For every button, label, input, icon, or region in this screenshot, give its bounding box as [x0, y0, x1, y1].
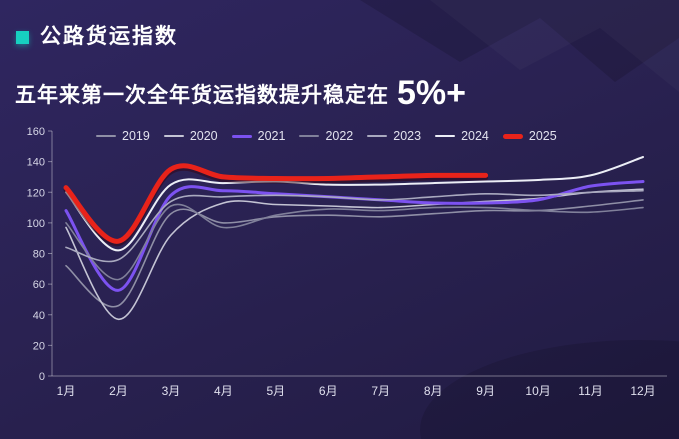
series-line-2024: [65, 156, 644, 252]
legend-marker-2021: [231, 134, 252, 138]
legend-item-2023: 2023: [367, 129, 421, 143]
y-tick-label: 60: [33, 279, 45, 291]
subtitle-highlight: 5%+: [397, 74, 466, 112]
legend-label: 2025: [528, 129, 557, 143]
x-tick-label: 6月: [319, 384, 338, 398]
page-title: 公路货运指数: [40, 25, 178, 48]
x-tick-label: 1月: [57, 384, 76, 398]
legend-label: 2022: [325, 129, 354, 143]
y-tick-label: 40: [33, 310, 45, 322]
legend-item-2024: 2024: [435, 129, 489, 143]
subtitle: 五年来第一次全年货运指数提升稳定在 5%+: [0, 50, 679, 113]
y-tick-label: 120: [27, 187, 45, 199]
legend-marker-2025: [502, 133, 523, 139]
legend-label: 2021: [257, 129, 286, 143]
x-tick-label: 10月: [525, 384, 550, 398]
series-line-2022: [65, 203, 644, 281]
title-bullet-icon: [16, 30, 29, 44]
legend-item-2021: 2021: [231, 129, 286, 143]
legend-item-2022: 2022: [299, 129, 353, 143]
series-line-2025: [63, 163, 489, 244]
y-tick-label: 160: [27, 126, 45, 138]
legend-marker-2020: [163, 135, 184, 137]
series-line-2019: [65, 199, 644, 308]
header: 公路货运指数: [0, 0, 679, 50]
x-tick-label: 3月: [162, 384, 181, 398]
x-tick-label: 11月: [578, 384, 602, 398]
legend-label: 2024: [461, 129, 489, 143]
freight-index-chart: 2019 2020 2021 2022 2023 2024 2025 0 20 40 60 80 10…: [8, 121, 673, 406]
x-tick-label: 5月: [266, 384, 285, 398]
x-tick-label: 12月: [630, 384, 655, 398]
subtitle-text: 五年来第一次全年货运指数提升稳定在: [15, 83, 389, 107]
chart-legend: 2019 2020 2021 2022 2023 2024 2025: [96, 129, 557, 143]
legend-marker-2023: [367, 135, 388, 137]
legend-label: 2023: [393, 129, 422, 143]
legend-label: 2020: [189, 129, 218, 143]
x-tick-label: 7月: [371, 384, 390, 398]
x-tick-label: 8月: [424, 384, 443, 398]
legend-item-2019: 2019: [96, 129, 150, 143]
legend-marker-2024: [435, 135, 456, 137]
y-tick-label: 140: [27, 157, 45, 169]
chart-canvas: 0 20 40 60 80 100 120 140 160 1月 2月 3月 4月 5月 6月 7月 8月 9月 1…: [27, 126, 667, 398]
legend-item-2025: 2025: [502, 129, 557, 143]
legend-marker-2022: [299, 135, 320, 137]
legend-marker-2019: [96, 135, 116, 137]
y-tick-label: 0: [39, 371, 45, 383]
x-tick-label: 2月: [109, 384, 128, 398]
y-tick-label: 100: [27, 218, 45, 230]
legend-label: 2019: [122, 129, 150, 143]
legend-item-2020: 2020: [163, 129, 218, 143]
y-tick-label: 80: [33, 249, 45, 261]
y-tick-label: 20: [33, 340, 45, 352]
x-tick-label: 4月: [214, 384, 233, 398]
series-line-2023: [65, 189, 644, 263]
x-tick-label: 9月: [476, 384, 495, 398]
